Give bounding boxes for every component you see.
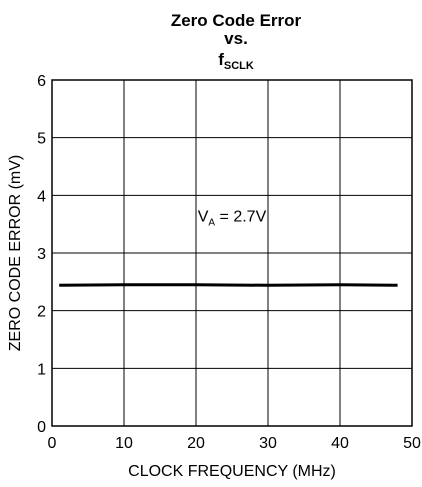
plot-frame — [51, 79, 413, 427]
y-tick-label-0: 0 — [37, 419, 46, 436]
x-tick-label-5: 50 — [403, 435, 421, 452]
annotation-v: V — [198, 208, 209, 225]
y-tick-label-1: 1 — [37, 361, 46, 378]
x-axis-label: CLOCK FREQUENCY (MHz) — [128, 463, 336, 480]
x-tick-label-4: 40 — [331, 435, 349, 452]
x-tick-label-0: 0 — [48, 435, 57, 452]
series-line-0 — [59, 283, 398, 287]
x-tick-label-3: 30 — [259, 435, 277, 452]
y-axis-label: ZERO CODE ERROR (mV) — [7, 155, 24, 351]
x-tick-label-1: 10 — [115, 435, 133, 452]
y-tick-label-3: 3 — [37, 246, 46, 263]
y-tick-label-5: 5 — [37, 131, 46, 148]
annotation-va: VA = 2.7V — [198, 208, 267, 228]
x-tick-label-2: 20 — [187, 435, 205, 452]
series-layer — [59, 283, 398, 287]
chart-title-line2: vs. — [224, 29, 248, 48]
chart-title-line3: fSCLK — [218, 50, 254, 72]
grid — [52, 80, 412, 426]
tick-labels: 0 10 20 30 40 50 0 1 2 3 4 5 6 — [37, 73, 421, 452]
y-tick-label-6: 6 — [37, 73, 46, 90]
chart-title-line1: Zero Code Error — [171, 11, 302, 30]
y-tick-label-2: 2 — [37, 304, 46, 321]
chart-title-sclk: SCLK — [224, 60, 254, 72]
y-tick-label-4: 4 — [37, 188, 46, 205]
annotation-a: A — [208, 217, 215, 228]
annotation-value: = 2.7V — [215, 208, 266, 225]
chart-title-f: f — [218, 50, 224, 69]
